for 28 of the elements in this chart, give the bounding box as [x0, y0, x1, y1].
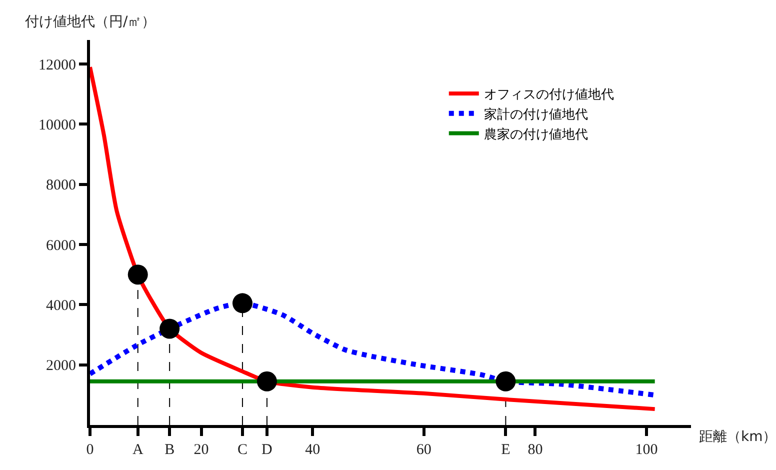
y-tick-label: 8000: [46, 178, 76, 194]
x-tick-label: 80: [528, 442, 543, 458]
point: [496, 371, 516, 392]
x-tick-label: D: [262, 442, 273, 458]
legend-label: 家計の付け値地代: [484, 106, 588, 122]
x-tick-label: B: [164, 442, 175, 458]
line-series: [90, 65, 657, 412]
legend-label: 農家の付け値地代: [484, 126, 588, 142]
point: [160, 318, 180, 339]
y-axis-title: 付け値地代（円/㎡）: [24, 14, 156, 30]
x-tick-label: A: [132, 442, 144, 458]
point: [232, 293, 252, 314]
x-tick-label: E: [501, 442, 510, 458]
y-tick-label: 6000: [46, 238, 76, 254]
legend-label: オフィスの付け値地代: [484, 88, 614, 103]
x-tick-label: 20: [194, 442, 209, 458]
y-tick-label: 4000: [46, 298, 76, 314]
x-axis-title: 距離（km）: [699, 429, 776, 445]
point: [128, 264, 148, 285]
x-tick-label: C: [237, 442, 248, 458]
x-tick-label: 60: [416, 442, 432, 458]
x-tick-label: 100: [635, 442, 658, 458]
x-tick-label: 0: [86, 442, 94, 458]
y-tick-label: 12000: [38, 57, 76, 74]
point: [256, 371, 277, 392]
y-tick-label: 10000: [38, 117, 76, 134]
y-tick-label: 2000: [46, 358, 76, 374]
x-tick-label: 40: [305, 442, 320, 458]
